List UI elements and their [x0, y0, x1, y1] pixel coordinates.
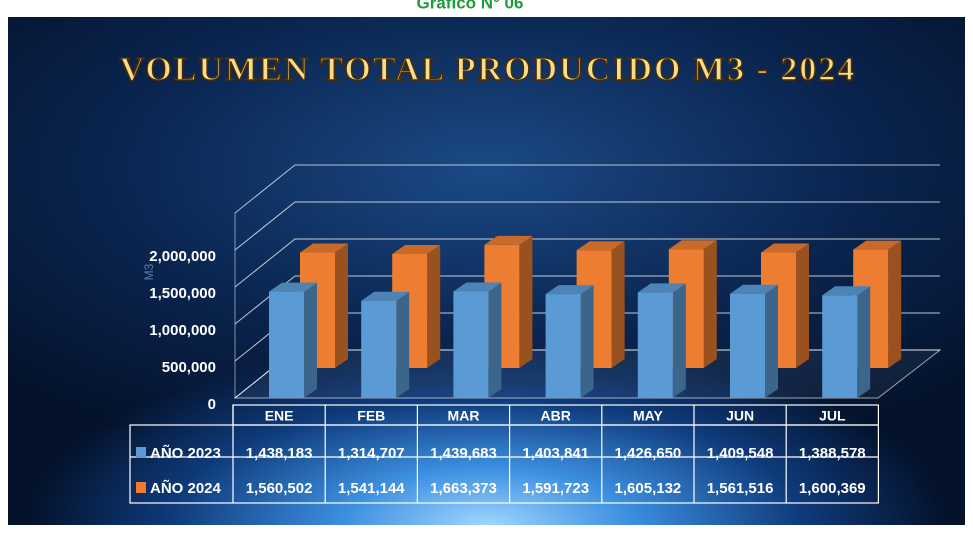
- bar-top: [822, 286, 871, 296]
- y-axis-label: M3: [142, 263, 156, 280]
- bar-front: [730, 293, 765, 398]
- grid-line: [234, 238, 940, 288]
- x-tick-label: MAR: [448, 408, 480, 424]
- bar: [822, 286, 871, 398]
- bar-top: [269, 282, 317, 292]
- bar-top: [545, 285, 594, 295]
- bar-side: [396, 291, 410, 398]
- chart-title: VOLUMEN TOTAL PRODUCIDO M3 - 2024: [120, 51, 857, 88]
- bar-front: [269, 291, 304, 398]
- bar-side: [580, 285, 594, 398]
- x-tick-label: ENE: [265, 408, 294, 424]
- bar-side: [888, 240, 902, 368]
- data-label: 1,591,723: [522, 480, 589, 497]
- y-tick-label: 500,000: [162, 359, 216, 376]
- bar-top: [853, 240, 902, 250]
- y-tick-label: 0: [208, 396, 216, 413]
- bar-top: [637, 283, 686, 293]
- figure-number: Gráfico N° 06: [417, 0, 524, 12]
- data-label: 1,426,650: [615, 445, 682, 462]
- bar-side: [765, 284, 778, 398]
- bar-side: [672, 283, 686, 398]
- bar-front: [637, 292, 673, 398]
- bar-top: [484, 235, 533, 245]
- legend-swatch: [136, 447, 146, 458]
- bar-top: [576, 241, 625, 251]
- x-tick-label: ABR: [541, 408, 571, 424]
- grid-line: [234, 201, 940, 251]
- data-label: 1,663,373: [430, 480, 497, 497]
- bar: [730, 284, 778, 398]
- bar-front: [822, 295, 858, 398]
- bar-side: [304, 282, 317, 398]
- legend-label: AÑO 2024: [150, 479, 222, 497]
- bar: [545, 285, 594, 398]
- bar: [453, 282, 502, 398]
- y-tick-label: 2,000,000: [149, 248, 216, 265]
- data-label: 1,561,516: [707, 480, 774, 497]
- bar-side: [611, 241, 625, 368]
- data-label: 1,388,578: [799, 445, 866, 462]
- data-label: 1,438,183: [246, 445, 313, 462]
- bar: [637, 283, 686, 398]
- bar-top: [392, 244, 441, 254]
- data-label: 1,314,707: [338, 445, 405, 462]
- bar-top: [761, 243, 809, 253]
- bar-side: [519, 235, 533, 368]
- y-tick-label: 1,500,000: [149, 285, 216, 302]
- data-label: 1,600,369: [799, 480, 866, 497]
- bar-front: [361, 300, 397, 398]
- legend-label: AÑO 2023: [150, 444, 221, 462]
- x-tick-label: FEB: [357, 408, 385, 424]
- table-border: [129, 424, 880, 504]
- data-label: 1,541,144: [338, 480, 405, 497]
- bar-front: [453, 291, 489, 398]
- bar: [361, 291, 410, 398]
- bar-front: [545, 294, 581, 398]
- x-tick-label: JUN: [726, 408, 754, 424]
- bar: [269, 282, 317, 398]
- bar-side: [488, 282, 502, 398]
- data-label: 1,439,683: [430, 445, 497, 462]
- data-label: 1,560,502: [246, 480, 313, 497]
- x-tick-label: MAY: [633, 408, 663, 424]
- data-label: 1,409,548: [707, 445, 774, 462]
- bar-side: [335, 243, 348, 368]
- bar-side: [857, 286, 871, 398]
- y-tick-label: 1,000,000: [149, 322, 216, 339]
- bar-side: [703, 240, 717, 368]
- grid-line: [234, 275, 940, 325]
- x-tick-label: JUL: [819, 408, 846, 424]
- bar-top: [300, 243, 348, 253]
- data-label: 1,403,841: [522, 445, 589, 462]
- bar-top: [668, 240, 717, 250]
- bar-side: [427, 244, 441, 368]
- bar-top: [453, 282, 502, 292]
- legend-swatch: [136, 482, 146, 493]
- wall-edge: [234, 164, 940, 214]
- bar-top: [730, 284, 778, 294]
- data-label: 1,605,132: [615, 480, 682, 497]
- bar-top: [361, 291, 410, 301]
- bar-side: [796, 243, 809, 368]
